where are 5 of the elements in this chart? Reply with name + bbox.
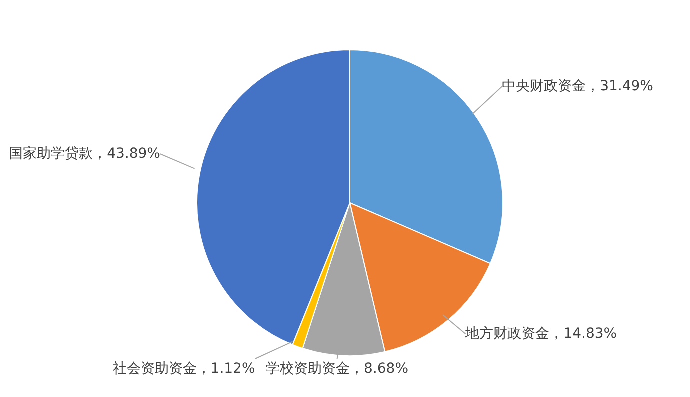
slice-label: 社会资助资金，1.12% [112,361,256,377]
slice-label: 国家助学贷款，43.89% [9,146,160,162]
slice-label: 学校资助资金，8.68% [266,361,409,377]
slice-label: 中央财政资金，31.49% [502,78,654,95]
slice-label: 地方财政资金，14.83% [464,326,618,342]
